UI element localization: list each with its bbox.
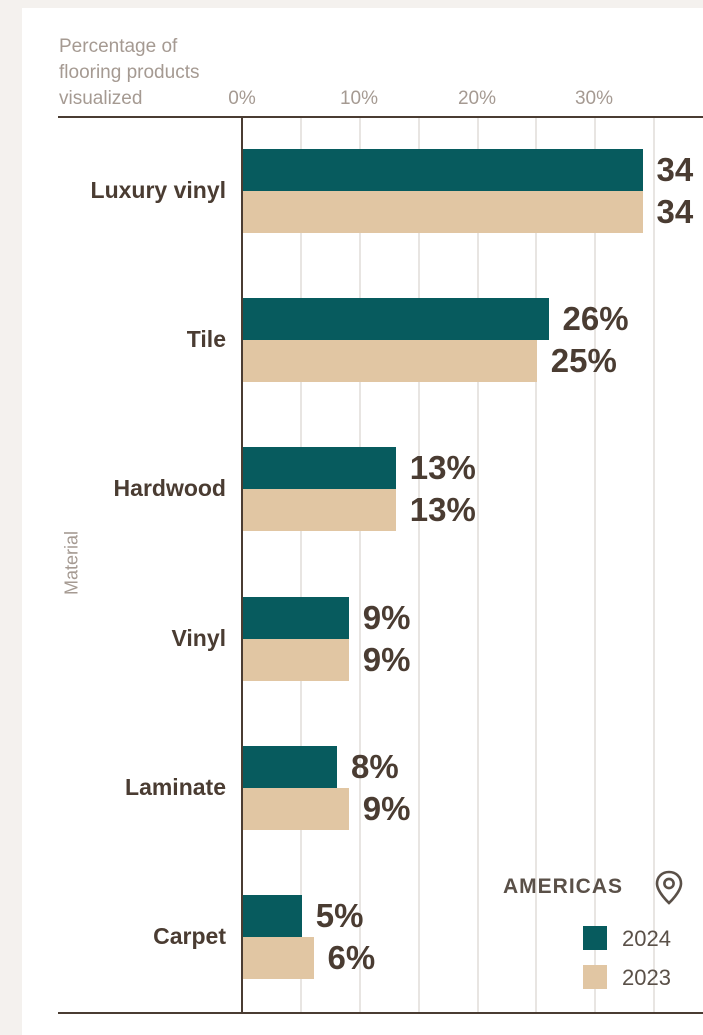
category-label: Hardwood xyxy=(113,475,226,502)
y-axis-title: Material xyxy=(61,530,82,596)
data-label-2024: 26% xyxy=(562,300,629,338)
x-tick-label: 4 xyxy=(672,88,703,110)
gridline xyxy=(300,118,302,1013)
bar-2023 xyxy=(243,191,643,233)
legend-label-2023: 2023 xyxy=(622,965,671,990)
gridline xyxy=(594,118,596,1013)
data-label-2023: 13% xyxy=(409,491,476,529)
data-label-2023: 9% xyxy=(362,789,411,827)
category-label: Laminate xyxy=(125,773,226,800)
bar-2024 xyxy=(243,149,643,191)
top-axis-line xyxy=(58,116,703,118)
data-label-2023: 25% xyxy=(550,342,617,380)
location-pin-icon xyxy=(655,870,683,905)
category-label: Luxury vinyl xyxy=(90,177,226,203)
legend-swatch-2024 xyxy=(583,926,607,950)
legend-swatch-2023 xyxy=(583,965,607,989)
data-label-2024: 8% xyxy=(351,747,399,785)
bar-2024 xyxy=(243,447,396,490)
x-tick-label: 30% xyxy=(574,88,614,109)
gridline xyxy=(653,118,655,1013)
gridline xyxy=(418,118,420,1013)
x-tick-label: 0% xyxy=(228,88,256,109)
gridline xyxy=(477,118,479,1013)
data-label-2023: 6% xyxy=(327,939,376,976)
bar-2024 xyxy=(243,745,337,788)
x-axis-title-line: flooring products xyxy=(59,62,200,83)
gridline xyxy=(359,118,361,1013)
category-label: Vinyl xyxy=(171,624,226,651)
data-label-2023: 9% xyxy=(362,640,411,678)
x-axis-title: Percentage of flooring products visualiz… xyxy=(59,34,199,112)
x-tick-label: 20% xyxy=(457,88,497,109)
bar-2023 xyxy=(243,489,396,532)
gridline xyxy=(535,118,537,1013)
data-label-2024: 5% xyxy=(315,897,364,934)
bar-2024 xyxy=(243,298,549,341)
x-axis-title-line: visualized xyxy=(59,88,143,109)
bar-2023 xyxy=(243,638,349,681)
data-label-2024: 13% xyxy=(409,449,476,487)
bar-2024 xyxy=(243,596,349,639)
x-axis-title-line: Percentage of xyxy=(59,36,178,57)
category-label: Tile xyxy=(186,326,226,353)
bar-2023 xyxy=(243,340,537,383)
bottom-axis-line xyxy=(58,1012,703,1014)
legend-region-title: AMERICAS xyxy=(503,875,624,898)
chart-card: Percentage of flooring products visualiz… xyxy=(22,8,703,1035)
bar-2024 xyxy=(243,895,302,937)
legend-label-2024: 2024 xyxy=(622,926,671,951)
data-label-2024: 34 xyxy=(656,151,694,188)
data-label-2024: 9% xyxy=(362,598,411,636)
category-label: Carpet xyxy=(153,923,226,949)
bar-2023 xyxy=(243,937,314,979)
y-axis-line xyxy=(241,118,243,1013)
x-tick-label: 10% xyxy=(339,88,379,109)
bar-2023 xyxy=(243,787,349,830)
data-label-2023: 34 xyxy=(656,193,694,230)
